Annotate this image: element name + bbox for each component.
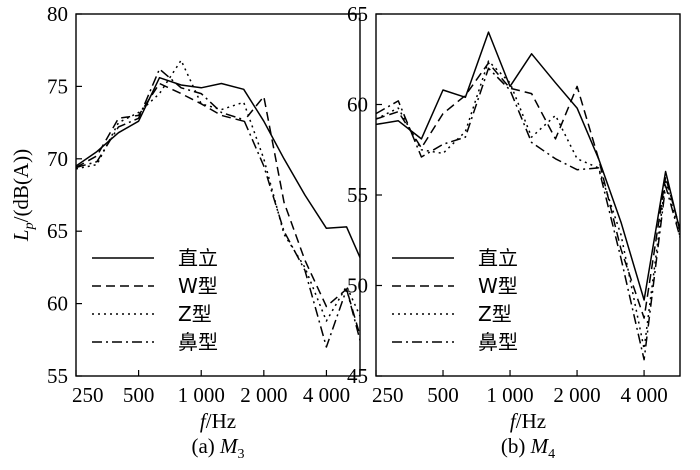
series-group (376, 31, 680, 361)
y-tick-label: 65 (47, 219, 68, 243)
x-axis-label: f/Hz (510, 409, 546, 433)
y-axis-label: Lp/(dB(A)) (9, 149, 37, 242)
x-tick-label: 2 000 (553, 383, 600, 407)
series-line-dotted (76, 59, 360, 322)
legend-label: 鼻型 (178, 330, 218, 354)
plot-frame (75, 13, 361, 377)
series-line-dashed (76, 82, 360, 339)
legend-label: Z型 (478, 302, 512, 326)
series-line-solid (76, 76, 360, 260)
series-line-dashed (376, 62, 680, 319)
series-group (76, 59, 360, 348)
y-tick-label: 70 (47, 147, 68, 171)
series-line-dotted (376, 60, 680, 350)
legend-label: W型 (478, 274, 518, 298)
x-tick-label: 500 (427, 383, 459, 407)
x-tick-label: 4 000 (303, 383, 350, 407)
x-tick-label: 250 (372, 383, 404, 407)
y-tick-label: 50 (347, 274, 368, 298)
legend-label: 直立 (178, 246, 218, 270)
x-tick-label: 2 000 (240, 383, 287, 407)
series-line-solid (376, 31, 680, 301)
y-tick-label: 45 (347, 364, 368, 388)
plot-frame (375, 13, 681, 377)
y-tick-label: 80 (47, 2, 68, 26)
panel-caption: (a) M3 (191, 434, 244, 462)
x-tick-label: 500 (123, 383, 155, 407)
y-tick-label: 65 (347, 2, 368, 26)
y-tick-label: 55 (347, 183, 368, 207)
series-line-dashdot (76, 68, 360, 348)
panel-caption: (b) M4 (501, 434, 555, 462)
legend-label: Z型 (178, 302, 212, 326)
y-tick-label: 60 (347, 93, 368, 117)
x-axis-label: f/Hz (200, 409, 236, 433)
series-line-dashdot (376, 67, 680, 361)
legend-label: 直立 (478, 246, 518, 270)
panel-a: 55 60 65 70 75 80 250 500 1 000 2 000 4 000 直立 W型 Z型鼻… (9, 2, 361, 462)
x-tick-label: 250 (72, 383, 104, 407)
y-tick-label: 55 (47, 364, 68, 388)
legend-label: W型 (178, 274, 218, 298)
x-tick-label: 4 000 (620, 383, 667, 407)
legend-label: 鼻型 (478, 330, 518, 354)
y-tick-label: 75 (47, 74, 68, 98)
y-tick-label: 60 (47, 292, 68, 316)
x-tick-label: 1 000 (178, 383, 225, 407)
x-tick-label: 1 000 (486, 383, 533, 407)
